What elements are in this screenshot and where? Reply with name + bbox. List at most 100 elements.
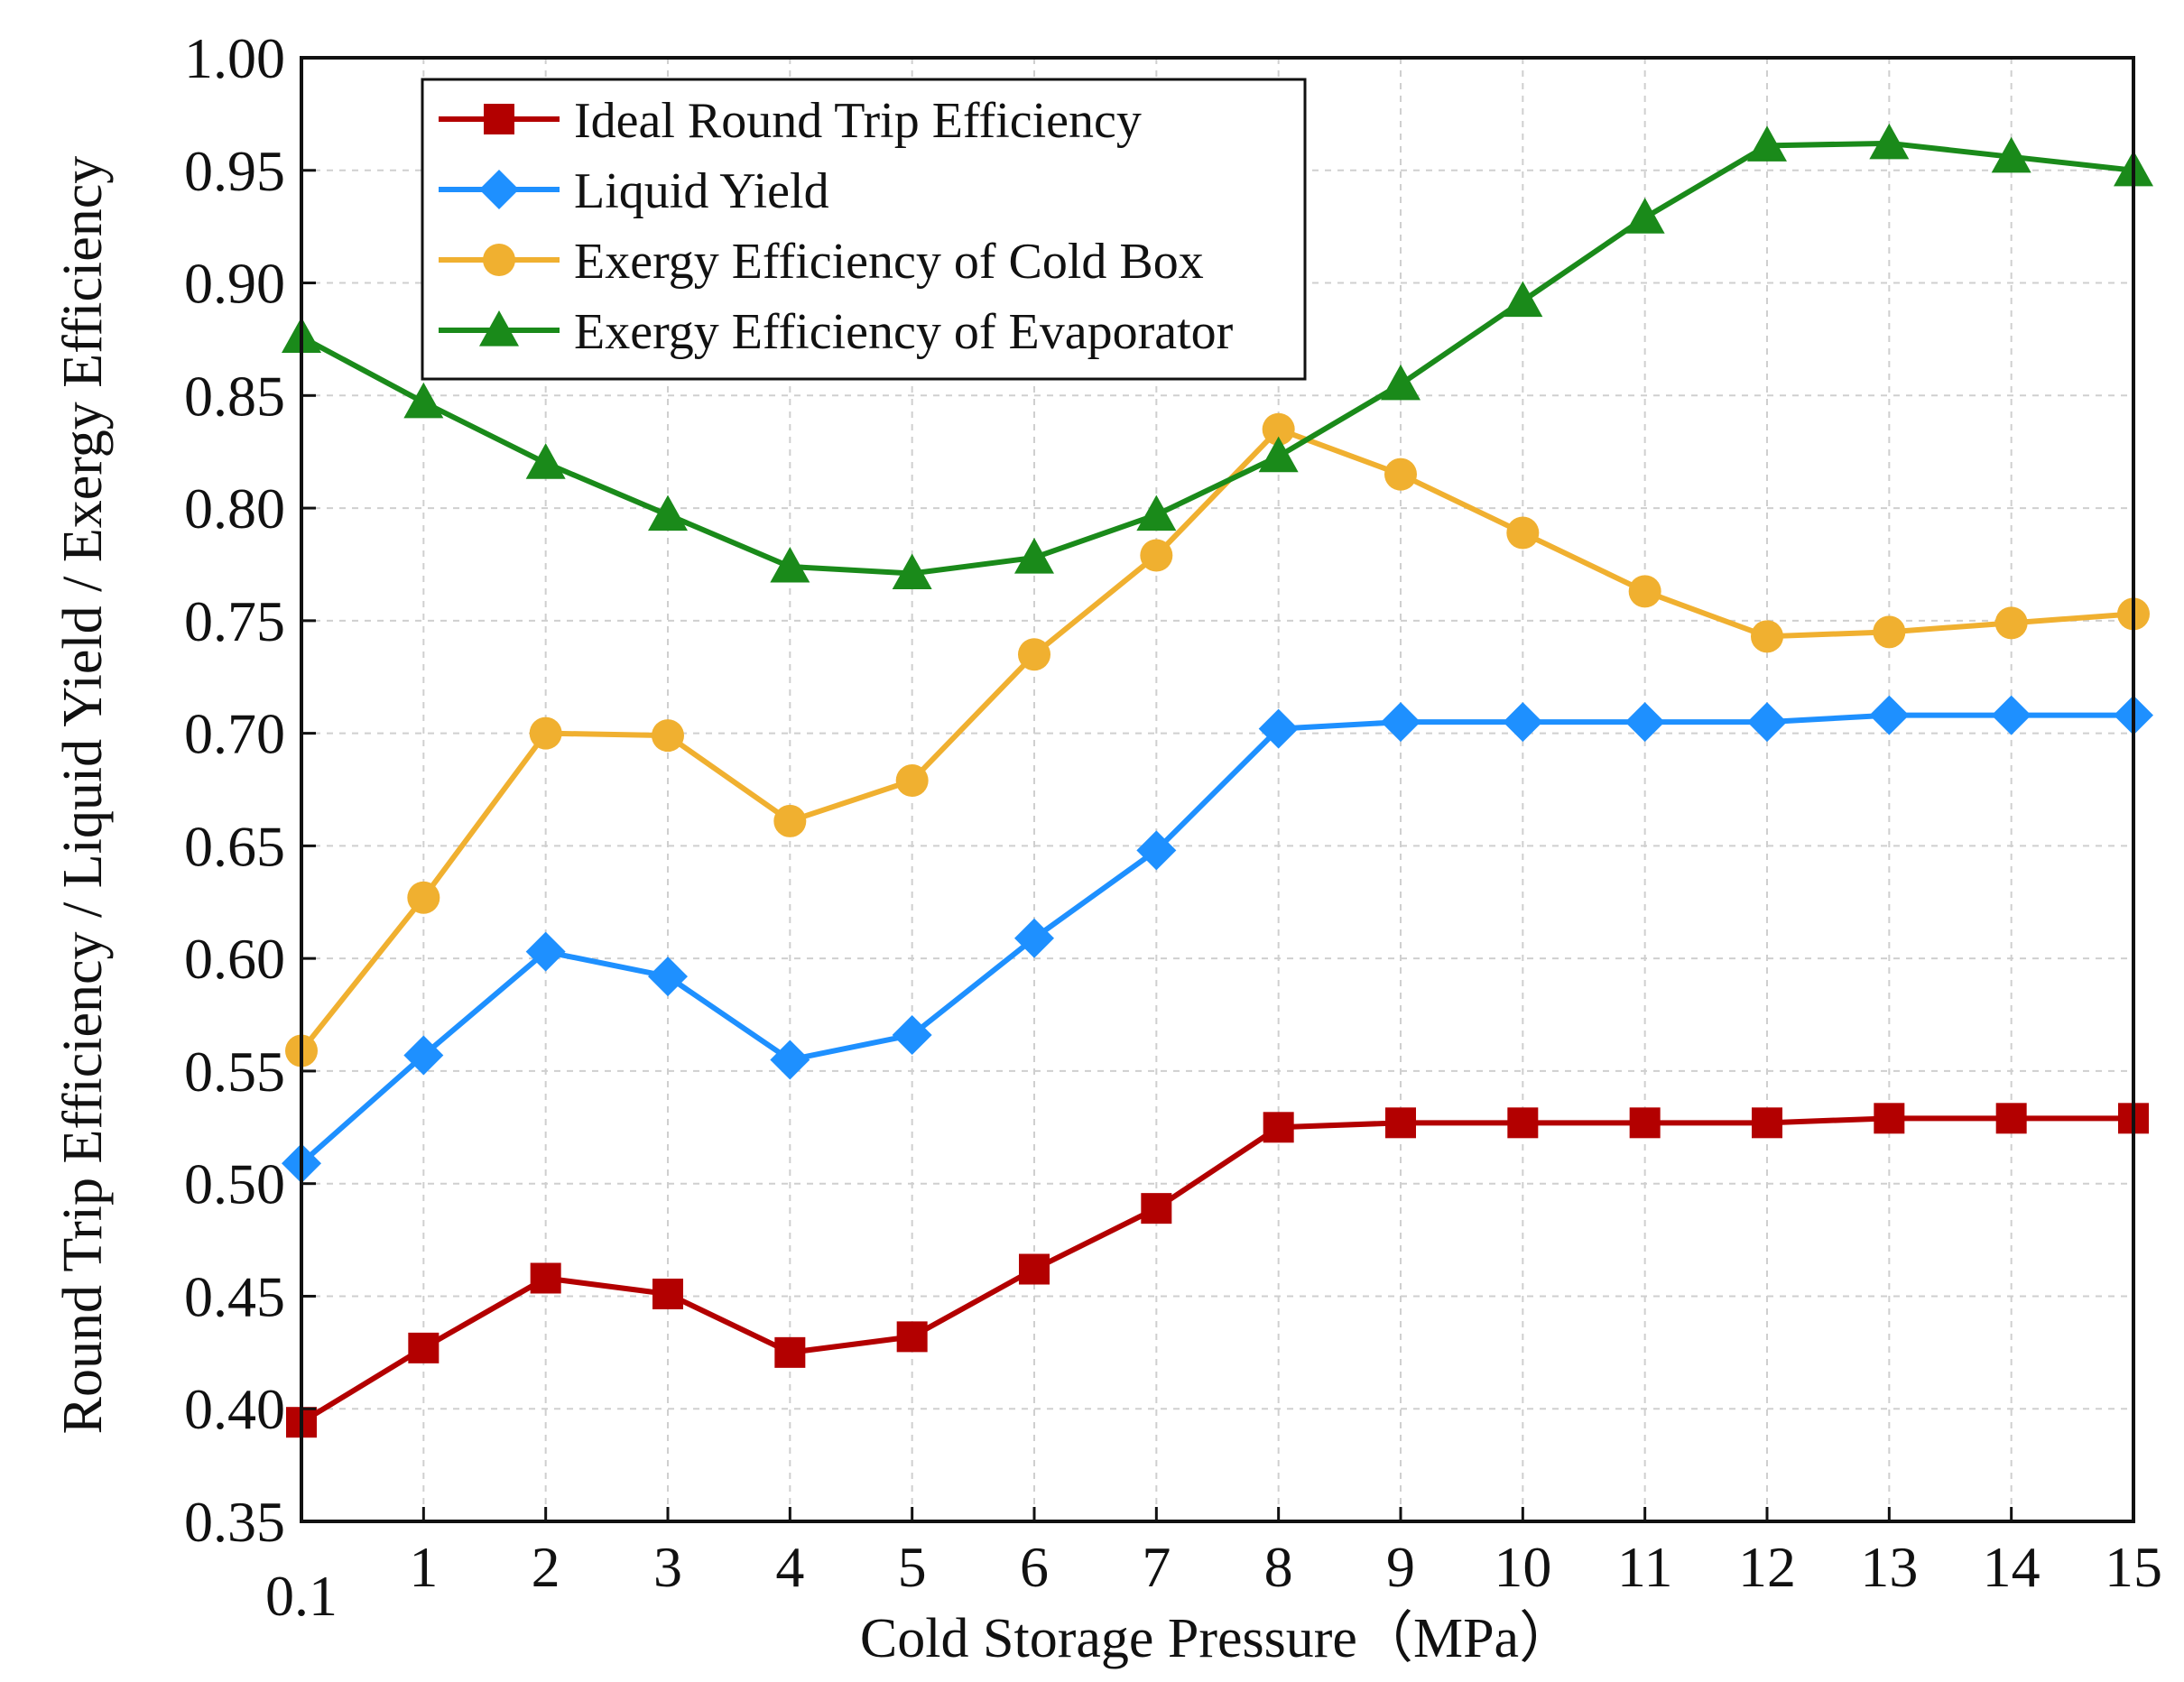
y-tick-label: 0.60 bbox=[184, 927, 285, 991]
legend: Ideal Round Trip Efficiency Liquid Yield E… bbox=[421, 78, 1307, 381]
data-point-s2 bbox=[525, 931, 566, 972]
data-point-s4 bbox=[525, 443, 566, 479]
data-point-s3 bbox=[407, 881, 440, 914]
y-tick-label: 0.75 bbox=[184, 589, 285, 653]
data-point-s3 bbox=[1384, 457, 1417, 491]
y-tick-label: 0.70 bbox=[184, 702, 285, 766]
y-tick-labels: 0.35 0.40 0.45 0.50 0.55 0.60 0.65 0.70 0.75 0.80… bbox=[184, 26, 285, 1554]
x-tick-label: 14 bbox=[1983, 1535, 2041, 1599]
y-tick-label: 1.00 bbox=[184, 26, 285, 90]
legend-entry: Liquid Yield bbox=[574, 163, 829, 219]
data-point-s2 bbox=[1747, 702, 1787, 743]
data-point-s3 bbox=[1628, 575, 1661, 608]
data-point-s2 bbox=[1136, 830, 1177, 871]
data-point-s4 bbox=[770, 546, 810, 583]
data-point-s2 bbox=[1869, 695, 1910, 735]
series-line-2 bbox=[300, 712, 2133, 1166]
x-tick-label: 10 bbox=[1494, 1535, 1551, 1599]
x-tick-label: 11 bbox=[1617, 1535, 1673, 1599]
data-point-s4 bbox=[1381, 364, 1421, 401]
legend-entry: Exergy Efficiency of Evaporator bbox=[574, 304, 1234, 360]
x-tick-label: 15 bbox=[2105, 1535, 2162, 1599]
x-tick-label: 5 bbox=[898, 1535, 927, 1599]
data-point-s2 bbox=[1991, 695, 2031, 735]
x-tick-label: 0.1 bbox=[265, 1564, 338, 1628]
data-point-s1 bbox=[774, 1336, 806, 1368]
data-point-s2 bbox=[892, 1014, 932, 1055]
legend-box bbox=[421, 78, 1307, 381]
data-point-s2 bbox=[1381, 702, 1421, 743]
plot-frame bbox=[300, 56, 2135, 1523]
y-tick-label: 0.40 bbox=[184, 1377, 285, 1441]
data-point-s4 bbox=[1136, 494, 1177, 531]
data-point-s4 bbox=[403, 382, 444, 419]
data-point-s1 bbox=[530, 1262, 561, 1294]
data-point-s1 bbox=[1385, 1107, 1416, 1139]
data-point-s4 bbox=[1869, 123, 1910, 160]
x-tick-label: 8 bbox=[1264, 1535, 1293, 1599]
legend-entry: Ideal Round Trip Efficiency bbox=[574, 93, 1142, 149]
y-tick-label: 0.95 bbox=[184, 139, 285, 203]
data-point-s3 bbox=[1751, 620, 1783, 653]
data-point-s2 bbox=[1258, 708, 1299, 749]
y-tick-label: 0.55 bbox=[184, 1040, 285, 1104]
data-point-s4 bbox=[1991, 136, 2031, 173]
legend-marker bbox=[479, 170, 519, 209]
data-point-s2 bbox=[648, 957, 688, 997]
data-point-s1 bbox=[1263, 1112, 1294, 1143]
data-point-s3 bbox=[1506, 516, 1540, 550]
x-tick-label: 3 bbox=[653, 1535, 682, 1599]
x-tick-label: 1 bbox=[409, 1535, 438, 1599]
data-point-s1 bbox=[1019, 1253, 1050, 1285]
y-tick-label: 0.65 bbox=[184, 814, 285, 878]
data-point-s4 bbox=[892, 553, 932, 590]
data-point-s2 bbox=[403, 1035, 444, 1076]
series-lines bbox=[299, 140, 2134, 1425]
data-point-s3 bbox=[1018, 638, 1050, 671]
data-point-s4 bbox=[1624, 198, 1665, 234]
data-point-s4 bbox=[648, 494, 688, 531]
axis-ticks bbox=[300, 56, 2135, 1523]
y-axis-title: Round Trip Efficiency / Liquid Yield / E… bbox=[52, 156, 114, 1435]
y-tick-label: 0.90 bbox=[184, 252, 285, 316]
data-point-s1 bbox=[652, 1278, 683, 1309]
data-point-s1 bbox=[1141, 1193, 1172, 1225]
data-point-s3 bbox=[1873, 615, 1906, 649]
data-point-s4 bbox=[1503, 281, 1543, 318]
data-point-s1 bbox=[1752, 1107, 1782, 1139]
x-tick-label: 6 bbox=[1020, 1535, 1049, 1599]
data-point-s3 bbox=[529, 716, 562, 750]
x-tick-label: 9 bbox=[1386, 1535, 1415, 1599]
data-point-s1 bbox=[408, 1332, 440, 1363]
data-point-s3 bbox=[1140, 539, 1173, 572]
data-point-s2 bbox=[1503, 702, 1543, 743]
series-line-3 bbox=[299, 426, 2134, 1053]
data-point-s1 bbox=[896, 1321, 928, 1353]
x-tick-label: 4 bbox=[775, 1535, 804, 1599]
data-point-s1 bbox=[1995, 1103, 2027, 1134]
y-tick-label: 0.35 bbox=[184, 1490, 285, 1554]
x-axis-title: Cold Storage Pressure（MPa） bbox=[860, 1608, 1575, 1669]
x-tick-labels: 0.1 1 2 3 4 5 6 7 8 9 10 11 12 13 14 15 bbox=[265, 1535, 2162, 1628]
data-point-s3 bbox=[1262, 412, 1295, 446]
legend-entry: Exergy Efficiency of Cold Box bbox=[574, 234, 1204, 290]
data-point-s1 bbox=[1507, 1107, 1539, 1139]
y-tick-label: 0.50 bbox=[184, 1152, 285, 1216]
data-point-s3 bbox=[773, 804, 807, 837]
data-point-s1 bbox=[1874, 1103, 1905, 1134]
series-line-4 bbox=[300, 140, 2134, 577]
x-tick-label: 2 bbox=[532, 1535, 560, 1599]
data-point-s2 bbox=[1014, 918, 1054, 958]
data-point-s2 bbox=[1624, 702, 1665, 743]
data-point-s3 bbox=[1994, 606, 2028, 640]
data-point-s2 bbox=[770, 1040, 810, 1080]
data-point-s4 bbox=[1258, 436, 1299, 473]
data-point-s3 bbox=[652, 719, 684, 753]
y-tick-label: 0.80 bbox=[184, 476, 285, 541]
y-tick-label: 0.45 bbox=[184, 1264, 285, 1328]
y-tick-label: 0.85 bbox=[184, 364, 285, 428]
series-markers bbox=[282, 123, 2153, 1438]
data-point-s3 bbox=[895, 764, 929, 798]
legend-marker bbox=[484, 104, 514, 134]
